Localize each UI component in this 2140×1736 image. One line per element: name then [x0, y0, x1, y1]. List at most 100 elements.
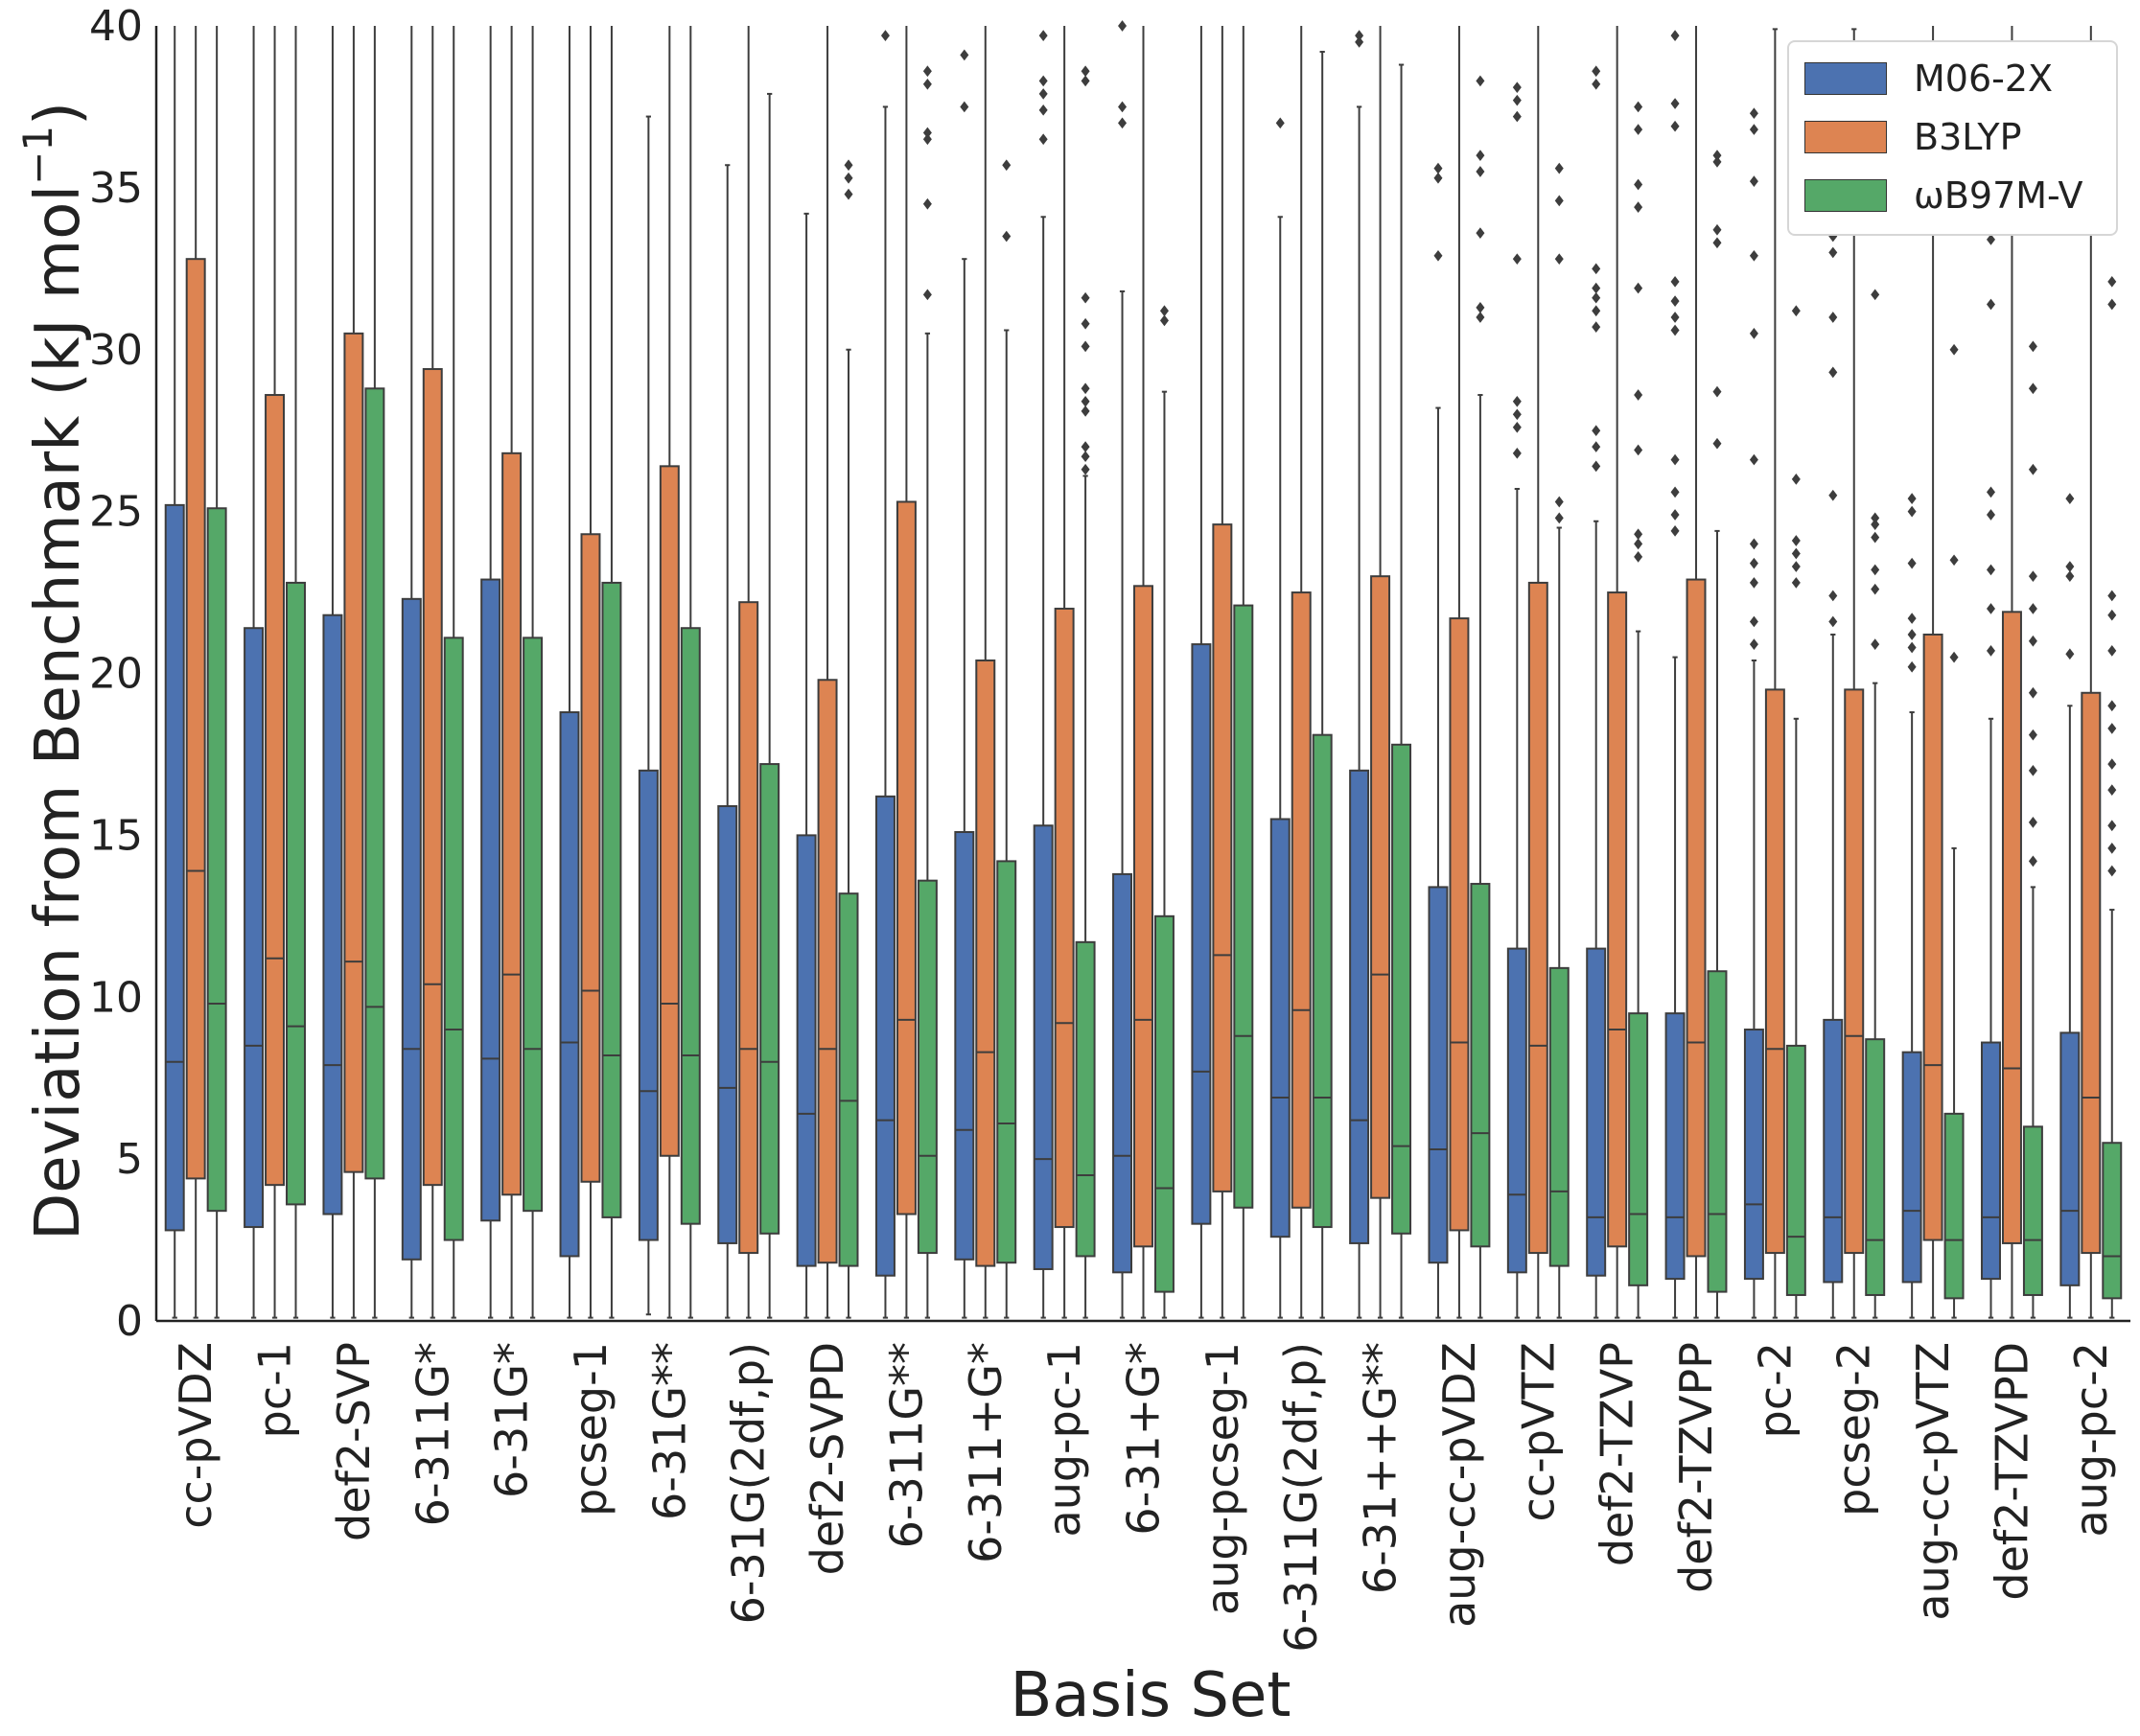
iqr-box	[401, 597, 422, 1261]
box-m06-2x-def2-tzvp	[1586, 65, 1607, 1319]
box-m06-2x-pc-1	[244, 26, 265, 1319]
outlier-point	[1670, 120, 1680, 132]
outlier-point	[1592, 441, 1601, 452]
box-b97m-v-6-311-g	[996, 159, 1017, 1319]
x-tick-label-def2-tzvp: def2-TZVP	[1592, 1342, 1643, 1566]
box-b97m-v-6-31g	[680, 26, 701, 1319]
outlier-point	[1081, 451, 1090, 463]
iqr-box	[443, 637, 464, 1241]
outlier-point	[1038, 75, 1048, 87]
outlier-point	[1159, 305, 1169, 317]
box-b97m-v-pc-2	[1785, 305, 1806, 1319]
outlier-point	[1749, 328, 1758, 339]
iqr-box	[1607, 591, 1628, 1248]
box-b3lyp-6-311g	[422, 26, 443, 1319]
outlier-point	[1986, 645, 1995, 657]
iqr-box	[2059, 1031, 2081, 1286]
outlier-point	[1986, 603, 1995, 614]
outlier-point	[2028, 764, 2037, 776]
iqr-box	[244, 627, 265, 1229]
outlier-point	[1554, 162, 1564, 174]
iqr-box	[2022, 1125, 2043, 1296]
outlier-point	[1634, 444, 1643, 456]
box-b97m-v-pcseg-1	[601, 26, 622, 1319]
iqr-box	[1075, 940, 1096, 1258]
iqr-box	[1823, 1018, 1844, 1284]
outlier-point	[1871, 531, 1880, 544]
box-b3lyp-aug-cc-pvdz	[1449, 26, 1470, 1319]
iqr-box	[501, 451, 523, 1196]
y-axis-label: Deviation from Benchmark (kJ mol−1)	[14, 102, 94, 1240]
outlier-point	[1749, 538, 1758, 550]
box-b3lyp-6-311g	[896, 26, 917, 1319]
box-b97m-v-6-31g-2df-p	[759, 92, 780, 1319]
outlier-point	[1038, 104, 1048, 116]
outlier-point	[1871, 638, 1880, 650]
iqr-box	[322, 613, 343, 1215]
box-b3lyp-def2-svp	[343, 26, 364, 1319]
outlier-point	[1828, 590, 1838, 602]
iqr-box	[1707, 970, 1728, 1293]
outlier-point	[1081, 340, 1090, 353]
box-b3lyp-6-31g-2df-p	[738, 26, 759, 1319]
box-b97m-v-6-31-g	[1153, 305, 1175, 1319]
iqr-box	[1212, 523, 1233, 1192]
box-m06-2x-pc-2	[1743, 107, 1764, 1319]
iqr-box	[896, 500, 917, 1215]
iqr-box	[2102, 1142, 2123, 1300]
x-axis-label: Basis Set	[1010, 1660, 1291, 1731]
outlier-point	[1986, 234, 1995, 245]
iqr-box	[1686, 578, 1707, 1258]
box-b3lyp-pcseg-1	[580, 26, 601, 1319]
outlier-point	[1081, 291, 1090, 304]
box-b97m-v-def2-tzvpd	[2022, 340, 2043, 1319]
outlier-point	[1118, 117, 1128, 129]
outlier-point	[1907, 629, 1917, 640]
outlier-point	[1512, 81, 1522, 94]
outlier-point	[1081, 65, 1090, 78]
outlier-point	[2028, 570, 2037, 583]
y-tick-label: 30	[89, 326, 143, 375]
outlier-point	[1634, 124, 1643, 135]
outlier-point	[1081, 463, 1090, 475]
series-b97m-v	[206, 26, 2123, 1319]
outlier-point	[1476, 227, 1485, 240]
iqr-box	[1470, 883, 1491, 1248]
iqr-box	[917, 879, 938, 1255]
outlier-point	[1712, 237, 1722, 249]
box-m06-2x-aug-cc-pvdz	[1428, 162, 1449, 1319]
outlier-point	[1986, 564, 1995, 576]
y-tick-label: 20	[89, 650, 143, 699]
outlier-point	[1081, 441, 1090, 452]
box-b97m-v-cc-pvdz	[206, 26, 227, 1319]
iqr-box	[1844, 688, 1865, 1255]
outlier-point	[1433, 172, 1443, 184]
box-b3lyp-aug-pc-1	[1054, 26, 1075, 1319]
x-tick-label-6-311g: 6-311G**	[880, 1342, 932, 1548]
x-tick-label-cc-pvtz: cc-pVTZ	[1512, 1342, 1564, 1521]
outlier-point	[1038, 88, 1048, 100]
outlier-point	[1512, 110, 1522, 123]
legend-label-b3lyp: B3LYP	[1914, 116, 2022, 158]
outlier-point	[2028, 686, 2037, 699]
outlier-point	[1118, 20, 1128, 32]
outlier-point	[2107, 865, 2117, 877]
outlier-point	[1907, 641, 1917, 654]
box-m06-2x-aug-pcseg-1	[1191, 26, 1212, 1319]
iqr-box	[1291, 591, 1312, 1209]
box-b3lyp-6-311-g	[975, 26, 996, 1319]
box-m06-2x-6-311g	[401, 26, 422, 1319]
box-b97m-v-6-311g	[917, 65, 938, 1319]
iqr-box	[164, 503, 185, 1232]
x-tick-label-6-31g: 6-31G**	[643, 1342, 695, 1520]
box-series-layer	[164, 20, 2123, 1319]
box-m06-2x-def2-svpd	[796, 212, 817, 1319]
outlier-point	[1634, 389, 1643, 401]
outlier-point	[1670, 453, 1680, 466]
x-tick-label-def2-svpd: def2-SVPD	[802, 1342, 853, 1575]
outlier-point	[1002, 230, 1012, 243]
outlier-point	[1670, 30, 1680, 41]
outlier-point	[1907, 493, 1917, 504]
box-m06-2x-cc-pvtz	[1506, 81, 1527, 1319]
x-tick-label-6-311g: 6-311G*	[407, 1342, 458, 1526]
